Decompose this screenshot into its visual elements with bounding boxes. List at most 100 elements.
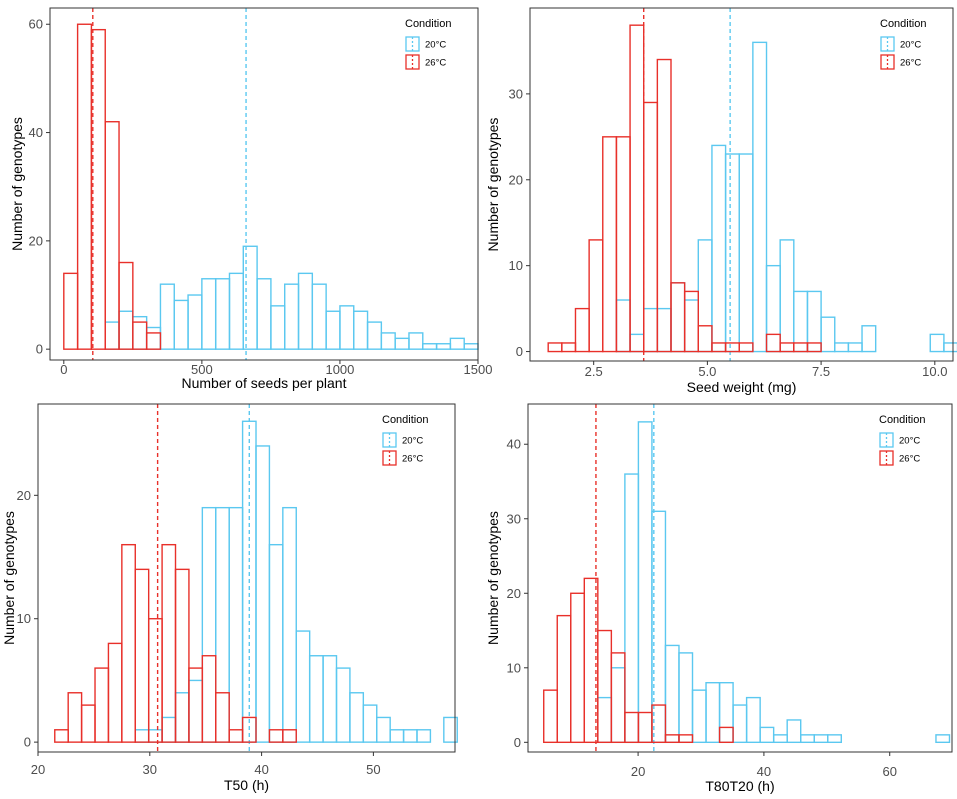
histogram-bar xyxy=(161,543,177,743)
x-tick-label: 5.0 xyxy=(698,364,716,379)
histogram-bar xyxy=(588,239,604,353)
histogram-bar xyxy=(380,332,396,350)
histogram-bar xyxy=(705,682,721,744)
histogram-bar xyxy=(389,729,405,743)
legend-label: 26°C xyxy=(402,454,423,465)
histogram-bar xyxy=(54,729,69,743)
histogram-bar xyxy=(349,692,365,743)
histogram-bar xyxy=(147,618,163,743)
histogram-bar xyxy=(834,342,850,353)
histogram-bar xyxy=(63,272,79,350)
x-tick-label: 40 xyxy=(757,764,771,779)
histogram-bar xyxy=(201,278,217,350)
histogram-bar xyxy=(435,343,452,350)
legend-title: Condition xyxy=(879,414,925,426)
histogram-bar xyxy=(322,655,338,743)
histogram-bar xyxy=(107,642,123,743)
series-26c xyxy=(54,543,297,743)
histogram-bar xyxy=(215,692,230,743)
x-tick-label: 60 xyxy=(882,764,896,779)
histogram-bar xyxy=(624,711,640,744)
y-tick-label: 40 xyxy=(29,125,43,140)
x-tick-label: 1000 xyxy=(325,362,354,377)
panel-border xyxy=(37,403,456,753)
histogram-bar xyxy=(615,299,631,353)
legend-swatch xyxy=(382,450,397,466)
legend: Condition 20°C 26°C xyxy=(382,414,428,466)
histogram-bar xyxy=(90,28,106,350)
series-26c xyxy=(547,24,822,353)
histogram-bar xyxy=(134,729,150,743)
histogram-bar xyxy=(779,239,795,353)
histogram-bar xyxy=(311,283,327,350)
legend-label: 26°C xyxy=(425,58,446,69)
legend-swatch xyxy=(879,432,894,448)
histogram-bar xyxy=(718,726,734,744)
y-tick-label: 20 xyxy=(509,172,523,187)
y-axis-title: Number of genotypes xyxy=(485,511,501,645)
x-axis-title: Number of seeds per plant xyxy=(182,375,347,391)
x-tick-label: 20 xyxy=(31,762,45,777)
histogram-bar xyxy=(339,305,355,350)
x-axis-title: Seed weight (mg) xyxy=(687,379,797,395)
histogram-bar xyxy=(215,506,230,743)
histogram-bar xyxy=(376,716,391,743)
histogram-bar xyxy=(159,283,175,350)
legend: Condition 20°C 26°C xyxy=(880,18,926,70)
histogram-bar xyxy=(820,316,836,353)
histogram-bar xyxy=(759,726,775,744)
histogram-bar xyxy=(161,716,177,743)
histogram-bar xyxy=(670,282,686,353)
histogram-bar xyxy=(697,325,713,353)
histogram-bar xyxy=(664,644,680,744)
histogram-bar xyxy=(255,445,271,743)
legend: Condition 20°C 26°C xyxy=(405,18,451,70)
histogram-bar xyxy=(570,592,586,744)
histogram-bar xyxy=(610,667,626,744)
legend-swatch xyxy=(382,432,397,448)
y-tick-label: 20 xyxy=(17,488,31,503)
histogram-bar xyxy=(711,342,727,353)
histogram-bar xyxy=(772,734,788,744)
series-20c xyxy=(134,420,458,743)
histogram-bar xyxy=(335,667,351,743)
histogram-bar xyxy=(80,704,96,743)
histogram-bar xyxy=(270,305,286,350)
histogram-bar xyxy=(443,716,458,743)
legend-key-26c xyxy=(382,450,397,466)
histogram-bar xyxy=(827,734,842,744)
histogram-bar xyxy=(643,101,659,353)
histogram-bar xyxy=(308,655,324,743)
legend-label: 20°C xyxy=(402,436,423,447)
histogram-bar xyxy=(813,734,829,744)
y-tick-label: 40 xyxy=(507,437,521,452)
histogram-bar xyxy=(561,342,577,353)
histogram-bar xyxy=(697,239,713,353)
histogram-bar xyxy=(624,473,640,744)
histogram-bar xyxy=(94,667,110,743)
y-tick-label: 10 xyxy=(17,611,31,626)
histogram-bar xyxy=(104,321,120,350)
legend-key-26c xyxy=(880,54,895,70)
histogram-bar xyxy=(793,342,809,353)
histogram-bar xyxy=(201,506,217,743)
y-tick-label: 0 xyxy=(516,344,523,359)
panel-border xyxy=(529,7,954,362)
y-axis-title: Number of genotypes xyxy=(1,511,17,645)
histogram-bar xyxy=(786,719,802,744)
histogram-bar xyxy=(228,506,244,743)
histogram-bar xyxy=(449,337,465,350)
legend-label: 20°C xyxy=(899,436,920,447)
histogram-bar xyxy=(800,734,815,744)
series-26c xyxy=(543,577,734,744)
y-axis-title: Number of genotypes xyxy=(9,117,25,251)
series-20c xyxy=(597,421,951,744)
histogram-bar xyxy=(408,332,424,350)
histogram-bar xyxy=(187,294,203,350)
histogram-bar xyxy=(104,121,120,350)
series-20c xyxy=(615,41,957,353)
y-tick-label: 0 xyxy=(514,735,521,750)
chart-panel-2: 2.5 5.0 7.5 10.0 0 10 20 30 Seed weight (mg) Numb… xyxy=(485,7,957,395)
histogram-bar xyxy=(297,272,314,350)
histogram-bar xyxy=(602,136,618,353)
